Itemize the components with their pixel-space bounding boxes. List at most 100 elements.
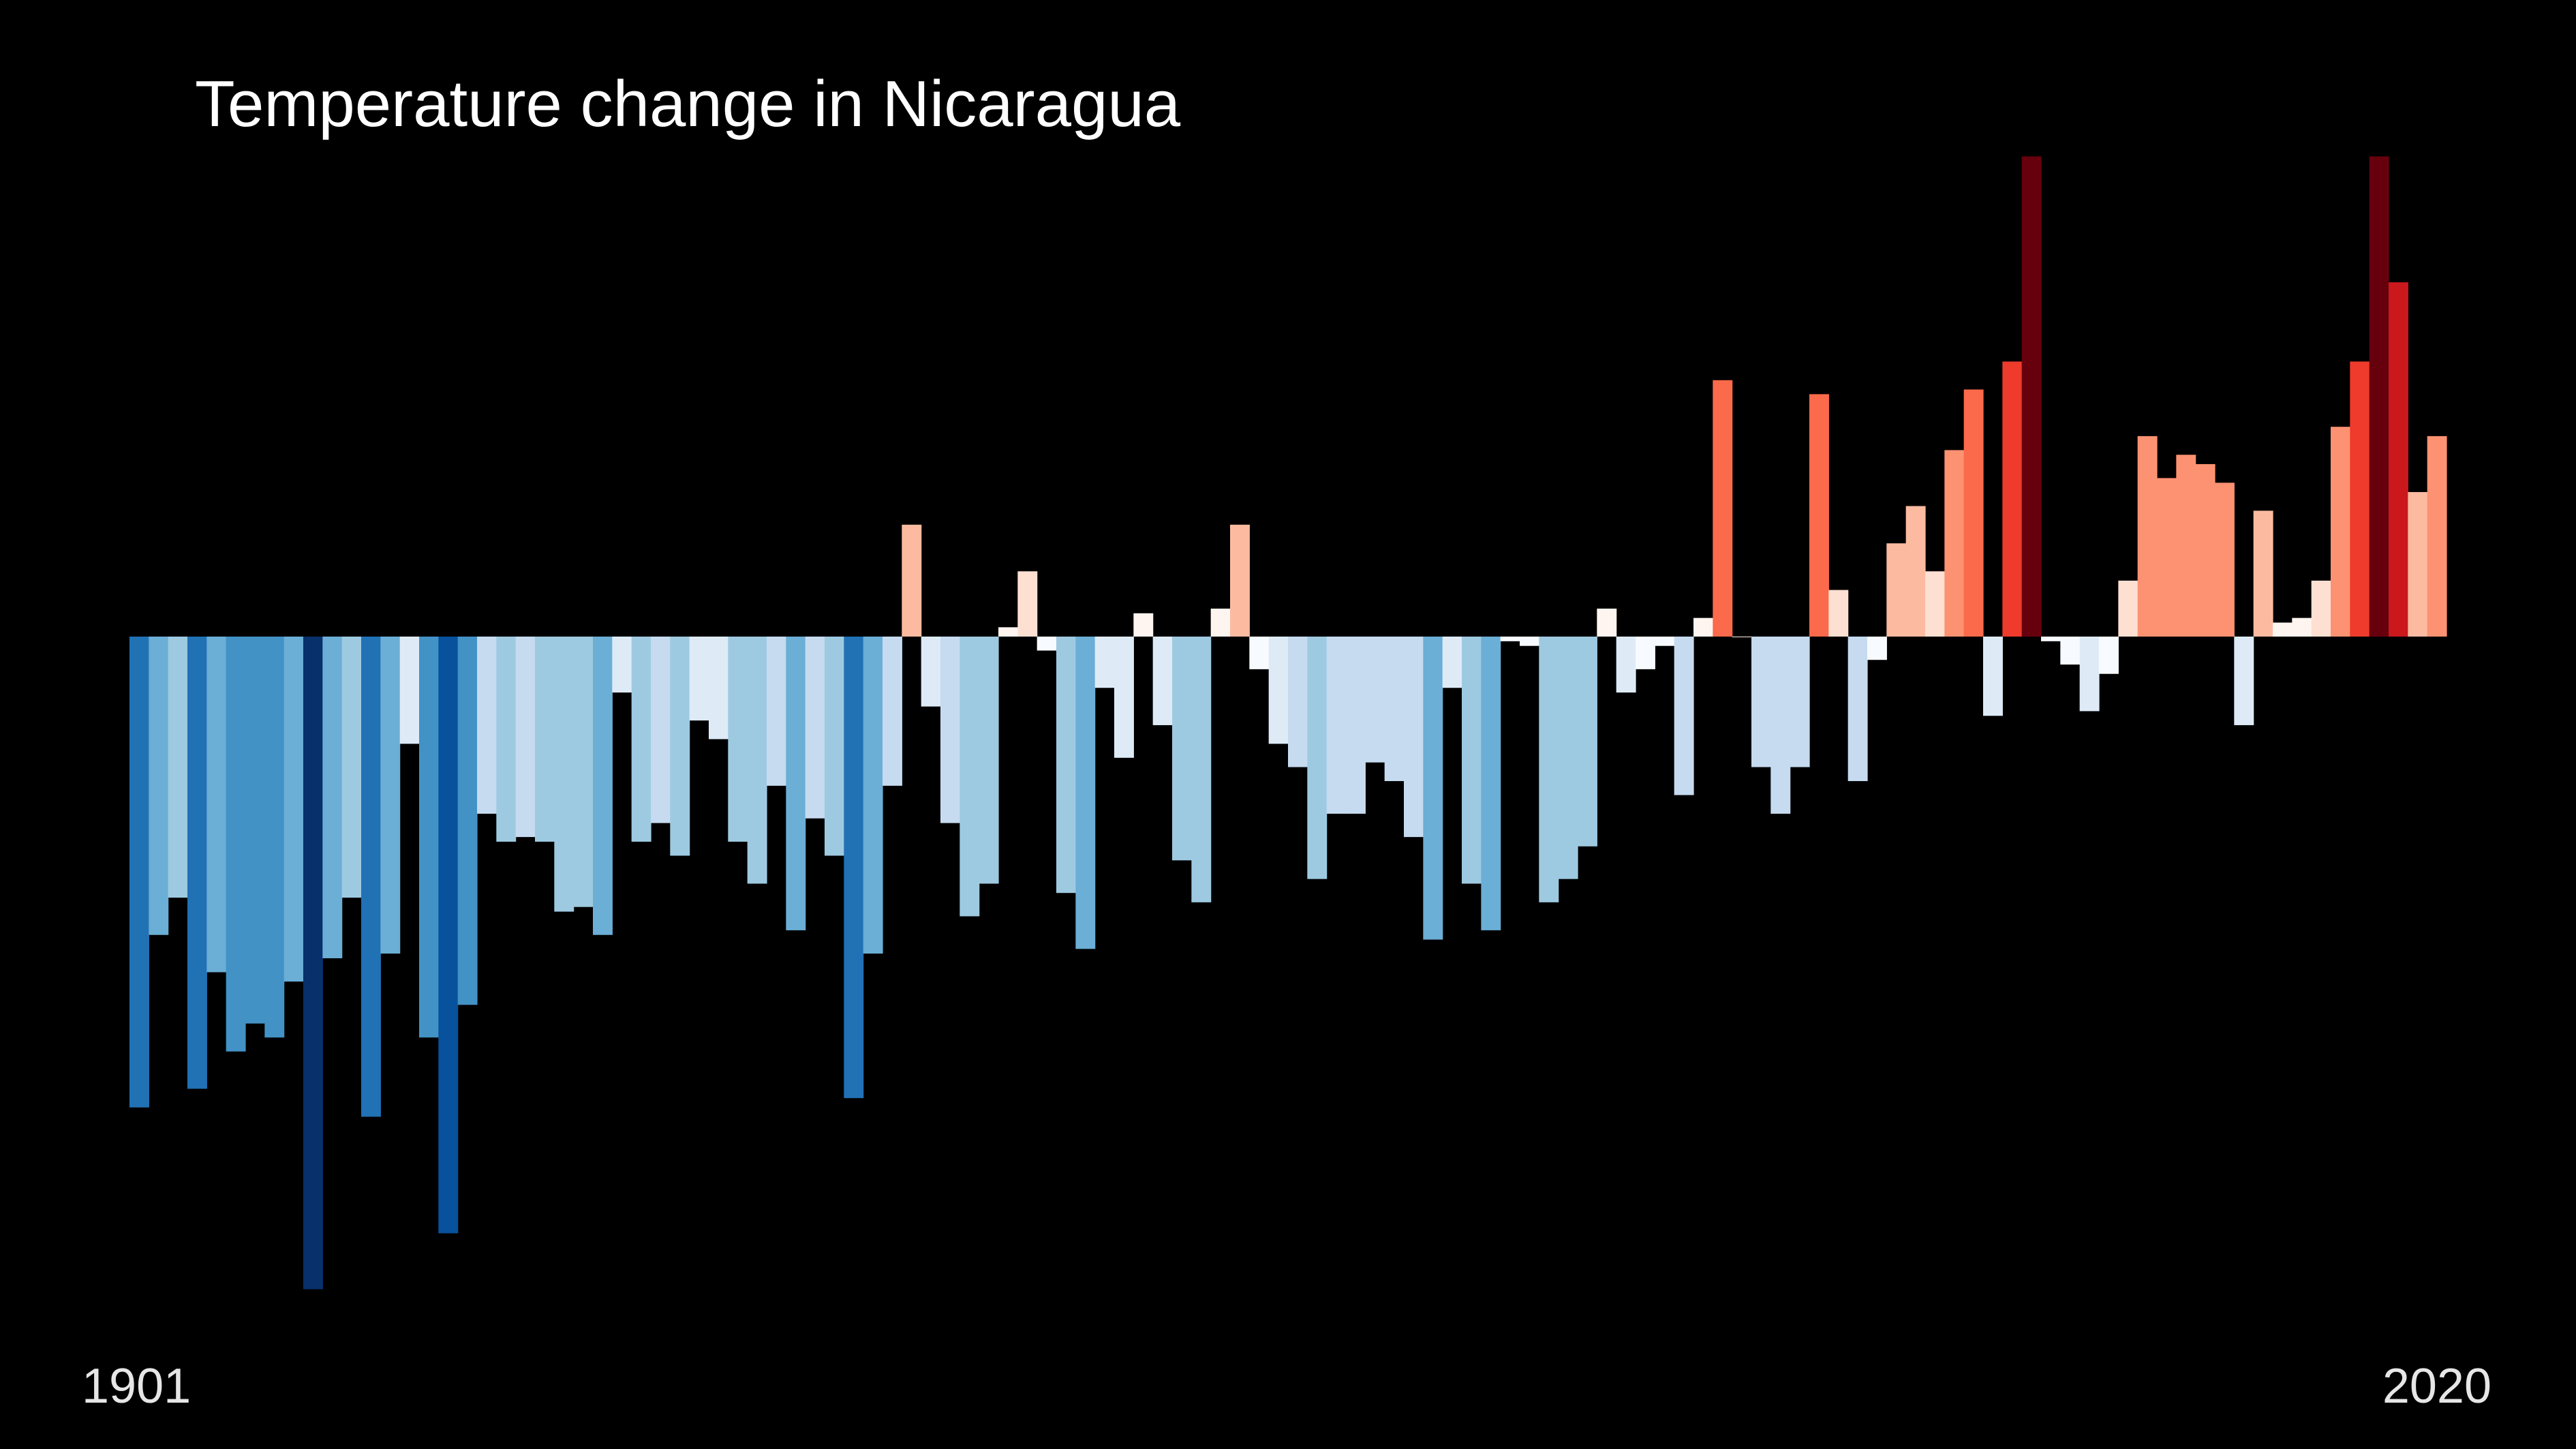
- bar-1939: [863, 637, 883, 954]
- bar-1935: [786, 637, 806, 930]
- bar-1929: [670, 637, 690, 856]
- bar-1992: [1886, 543, 1907, 637]
- bar-2019: [2408, 491, 2428, 637]
- bar-1990: [1847, 637, 1868, 782]
- bar-1925: [593, 637, 613, 935]
- bar-1971: [1481, 637, 1501, 930]
- bar-1923: [554, 637, 574, 912]
- bar-1982: [1693, 617, 1713, 637]
- bar-1911: [322, 637, 343, 958]
- bar-2003: [2099, 637, 2119, 674]
- bar-1953: [1133, 613, 1154, 637]
- bar-1954: [1152, 637, 1173, 725]
- bar-1973: [1520, 637, 1539, 646]
- bar-1957: [1210, 608, 1231, 637]
- bar-2014: [2311, 580, 2331, 637]
- x-axis-end-label: 2020: [2382, 1359, 2491, 1414]
- bar-1977: [1597, 608, 1617, 637]
- bar-1905: [206, 637, 227, 973]
- bar-1942: [921, 637, 941, 707]
- bar-1981: [1674, 637, 1694, 795]
- bar-1983: [1713, 380, 1733, 637]
- bar-1993: [1905, 506, 1926, 637]
- bar-1974: [1539, 637, 1559, 902]
- bar-1995: [1944, 450, 1965, 637]
- bar-1907: [245, 637, 265, 1024]
- bar-1997: [1983, 637, 2003, 716]
- bar-1968: [1423, 637, 1443, 940]
- bar-1928: [651, 637, 671, 823]
- chart-title: Temperature change in Nicaragua: [195, 67, 1181, 140]
- bar-1979: [1636, 637, 1655, 669]
- bar-1959: [1249, 637, 1270, 669]
- bar-1994: [1925, 571, 1945, 637]
- bar-1946: [998, 627, 1018, 637]
- bar-1916: [419, 637, 439, 1038]
- bar-1948: [1037, 637, 1057, 651]
- bar-1961: [1288, 637, 1308, 767]
- bar-1962: [1307, 637, 1328, 879]
- bar-2012: [2273, 622, 2293, 637]
- bar-1901: [129, 637, 149, 1108]
- bar-1980: [1655, 637, 1675, 646]
- bar-1919: [477, 637, 497, 814]
- bar-1902: [149, 637, 169, 935]
- bar-2007: [2176, 455, 2196, 637]
- bar-1930: [689, 637, 709, 721]
- bar-1969: [1442, 637, 1462, 688]
- bar-2011: [2253, 510, 2273, 637]
- bar-1963: [1326, 637, 1347, 814]
- bar-1922: [535, 637, 555, 842]
- bar-1975: [1558, 637, 1578, 879]
- bar-2006: [2157, 478, 2177, 637]
- bar-1936: [805, 637, 825, 819]
- bar-1918: [457, 637, 478, 1005]
- bar-1950: [1075, 637, 1096, 949]
- bar-2009: [2215, 483, 2235, 637]
- bar-1943: [940, 637, 960, 823]
- bar-1941: [902, 524, 922, 637]
- bar-1904: [187, 637, 207, 1089]
- bar-1924: [573, 637, 594, 907]
- bar-2002: [2079, 637, 2100, 712]
- bar-1989: [1828, 590, 1849, 637]
- bar-1955: [1172, 637, 1192, 861]
- bar-2018: [2389, 282, 2408, 637]
- bar-1965: [1365, 637, 1385, 763]
- bar-2017: [2369, 156, 2389, 637]
- bar-2004: [2118, 580, 2138, 637]
- bar-1920: [496, 637, 517, 842]
- bar-1917: [438, 637, 459, 1234]
- bar-1944: [960, 637, 980, 917]
- bar-1960: [1268, 637, 1289, 744]
- bar-1906: [226, 637, 246, 1052]
- bar-1934: [767, 637, 786, 786]
- bar-1912: [341, 637, 362, 898]
- bar-1972: [1500, 637, 1520, 641]
- x-axis-start-label: 1901: [82, 1359, 191, 1414]
- bar-1921: [515, 637, 536, 838]
- bar-1956: [1191, 637, 1212, 902]
- bar-1952: [1114, 637, 1134, 758]
- bar-1976: [1578, 637, 1597, 846]
- bar-1970: [1462, 637, 1482, 884]
- bar-1940: [883, 637, 902, 786]
- bar-1999: [2021, 156, 2042, 637]
- bar-1985: [1751, 637, 1771, 767]
- bar-1913: [361, 637, 381, 1117]
- bar-1908: [264, 637, 285, 1038]
- bar-1978: [1616, 637, 1636, 693]
- bar-1958: [1230, 524, 1250, 637]
- bar-2001: [2060, 637, 2081, 665]
- bar-1996: [1963, 389, 1984, 637]
- bar-1909: [283, 637, 304, 982]
- bar-series: [129, 156, 2447, 1290]
- bar-1926: [612, 637, 632, 693]
- bar-1986: [1770, 637, 1791, 814]
- bar-1966: [1384, 637, 1405, 782]
- bar-1998: [2002, 361, 2023, 637]
- bar-1967: [1404, 637, 1424, 838]
- bar-2013: [2292, 617, 2312, 637]
- bar-1949: [1056, 637, 1076, 894]
